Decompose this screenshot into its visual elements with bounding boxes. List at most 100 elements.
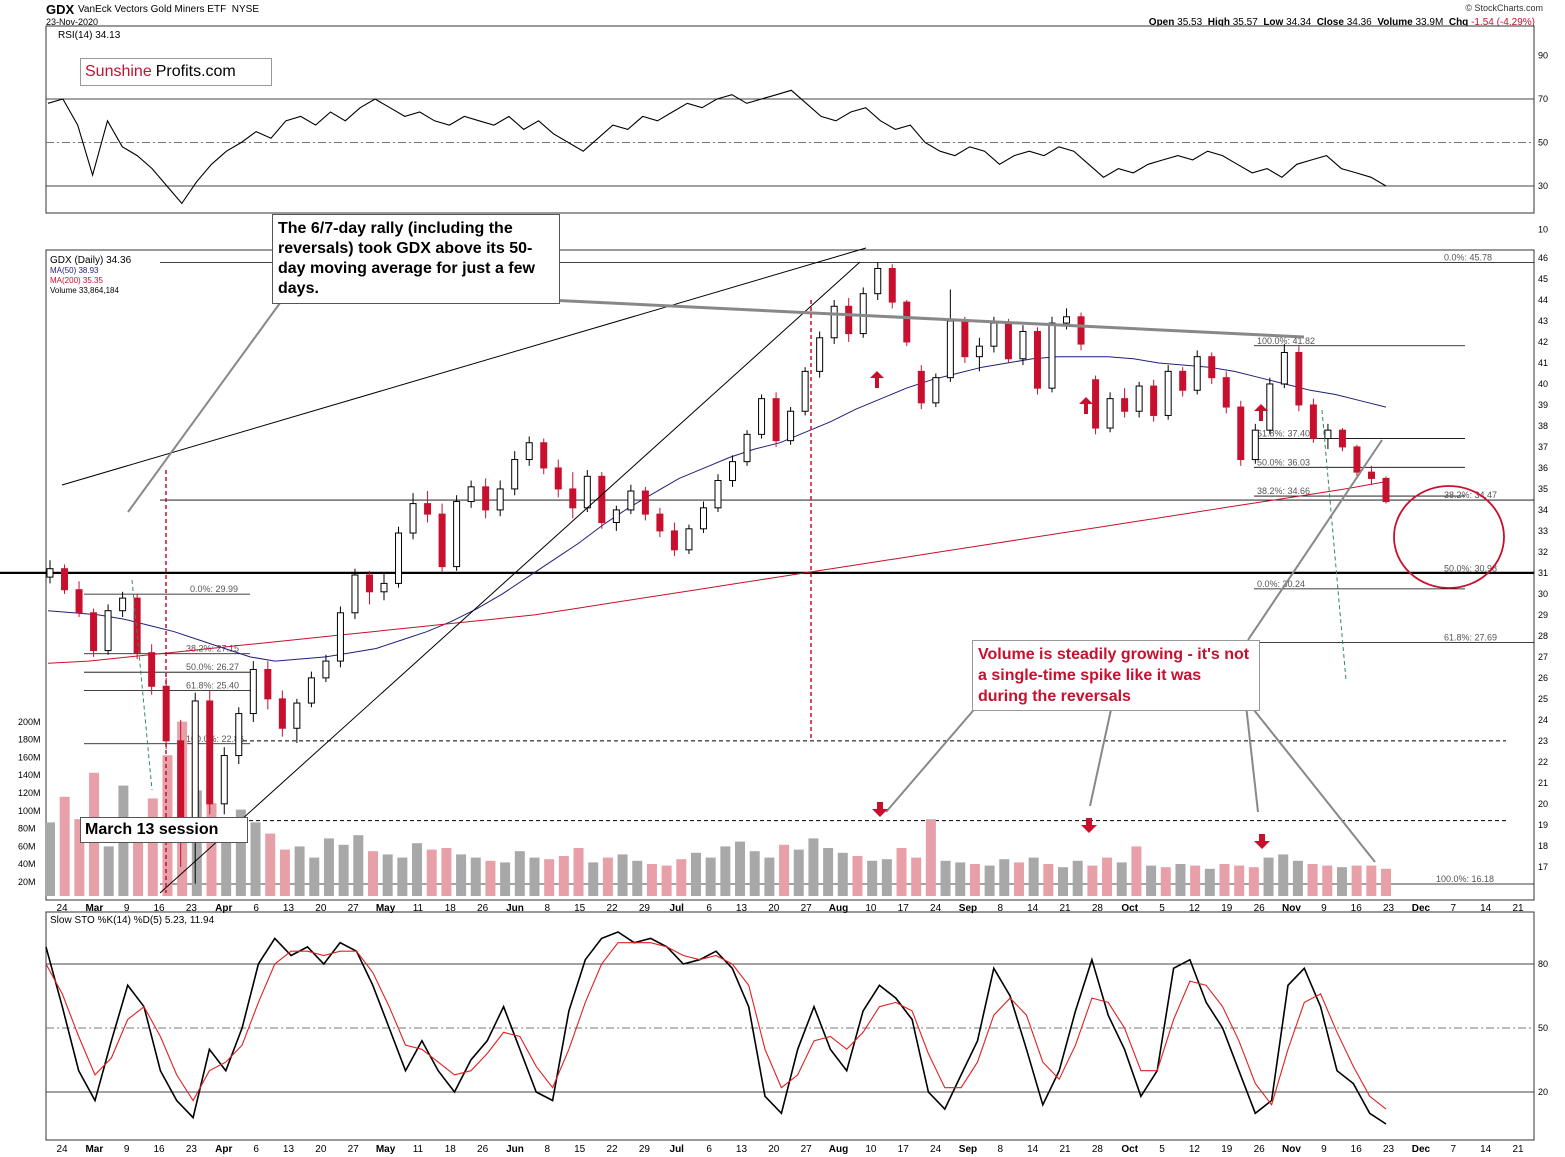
x-axis-tick: Jun xyxy=(506,903,524,914)
sto-x-axis-tick: 6 xyxy=(253,1144,259,1155)
candle-body xyxy=(90,612,98,652)
candle-body xyxy=(336,612,344,662)
annotation-pointer-line xyxy=(1247,439,1383,641)
volume-bar xyxy=(1263,857,1274,896)
volume-bar xyxy=(793,849,804,896)
volume-bar xyxy=(1278,854,1289,896)
volume-bar xyxy=(1366,865,1377,896)
sto-x-axis-tick: 24 xyxy=(56,1144,68,1155)
volume-bar xyxy=(353,835,364,896)
volume-bar xyxy=(514,851,525,896)
price-axis-tick: 35 xyxy=(1538,484,1548,494)
sto-k-line xyxy=(45,931,1387,1125)
annotation-pointer-line xyxy=(127,302,281,513)
candle-body xyxy=(888,267,896,303)
volume-bar xyxy=(808,838,819,896)
volume-bar xyxy=(1248,867,1259,896)
candle-body xyxy=(1004,322,1012,360)
candle-body xyxy=(627,490,635,511)
x-axis-tick: 19 xyxy=(1221,903,1233,914)
candle-body xyxy=(540,442,548,469)
ma200-line xyxy=(47,481,1387,664)
rally-annotation: The 6/7-day rally (including the reversa… xyxy=(272,214,560,304)
sto-x-axis-tick: 20 xyxy=(315,1144,327,1155)
x-axis-tick: 5 xyxy=(1159,903,1165,914)
volume-bar xyxy=(1102,857,1113,896)
volume-axis-tick: 180M xyxy=(18,735,41,745)
price-axis-tick: 44 xyxy=(1538,295,1548,305)
fib-level-label: 100.0%: 22.86 xyxy=(186,734,244,744)
candle-body xyxy=(220,755,228,805)
x-axis-tick: 6 xyxy=(253,903,259,914)
volume-bar xyxy=(1116,862,1127,896)
candle-body xyxy=(641,490,649,515)
sto-x-axis-tick: Jul xyxy=(670,1144,685,1155)
volume-bar xyxy=(896,848,907,896)
x-axis-tick: 9 xyxy=(1321,903,1327,914)
volume-axis-tick: 160M xyxy=(18,752,41,762)
x-axis-tick: 16 xyxy=(1351,903,1363,914)
volume-bar xyxy=(323,838,334,896)
candle-body xyxy=(1048,322,1056,389)
volume-axis-tick: 120M xyxy=(18,788,41,798)
target-zone-circle xyxy=(1393,485,1505,589)
candle-body xyxy=(801,370,809,412)
candle-body xyxy=(1280,351,1288,385)
fib-level-label: 50.0%: 30.98 xyxy=(1444,563,1497,573)
volume-bar xyxy=(412,843,423,896)
rsi-axis-tick: 30 xyxy=(1538,181,1548,191)
candle-body xyxy=(75,589,83,614)
sto-x-axis-tick: 12 xyxy=(1189,1144,1201,1155)
price-axis-tick: 46 xyxy=(1538,253,1548,263)
candle-body xyxy=(1324,429,1332,440)
sto-x-axis-tick: 27 xyxy=(801,1144,813,1155)
x-axis-tick: 11 xyxy=(413,903,424,914)
volume-bar xyxy=(999,859,1010,896)
annotation-pointer-line xyxy=(1245,704,1259,813)
x-axis-tick: 28 xyxy=(1092,903,1104,914)
candle-body xyxy=(322,660,330,679)
volume-bar xyxy=(1381,868,1391,896)
volume-axis-tick: 100M xyxy=(18,806,41,816)
rsi-axis-tick: 90 xyxy=(1538,51,1548,61)
price-axis-tick: 29 xyxy=(1538,610,1548,620)
candle-body xyxy=(424,503,432,515)
volume-bar xyxy=(1322,865,1333,896)
x-axis-tick: Apr xyxy=(215,903,232,914)
annotation-pointer-line xyxy=(1249,704,1376,863)
candle-body xyxy=(1338,429,1346,448)
x-axis-tick: 21 xyxy=(1059,903,1071,914)
sto-title: Slow STO %K(14) %D(5) 5.23, 11.94 xyxy=(50,915,215,926)
sto-axis-tick: 80 xyxy=(1538,959,1548,969)
candle-body xyxy=(293,702,301,729)
rsi-panel-frame xyxy=(45,25,1535,214)
volume-bar xyxy=(74,819,85,896)
candle-body xyxy=(743,433,751,463)
candle-body xyxy=(946,320,954,379)
sto-x-axis-tick: Apr xyxy=(215,1144,232,1155)
price-axis-tick: 38 xyxy=(1538,421,1548,431)
price-axis-tick: 41 xyxy=(1538,358,1548,368)
candle-body xyxy=(990,322,998,347)
rsi-axis-tick: 10 xyxy=(1538,225,1548,235)
candle-body xyxy=(249,668,257,715)
exchange-label: NYSE xyxy=(231,4,259,15)
candle-body xyxy=(1222,377,1230,408)
volume-bar xyxy=(837,852,848,896)
volume-bar xyxy=(925,819,936,896)
volume-axis-tick: 80M xyxy=(18,824,36,834)
price-legend-entry: Volume 33,864,184 xyxy=(50,286,119,295)
up-arrow-marker xyxy=(1254,404,1268,421)
volume-bar xyxy=(397,857,408,896)
sto-x-axis-tick: 24 xyxy=(930,1144,942,1155)
x-axis-tick: 24 xyxy=(56,903,68,914)
volume-bar xyxy=(485,860,496,896)
sto-x-axis-tick: 22 xyxy=(606,1144,618,1155)
candle-body xyxy=(409,503,417,534)
x-axis-tick: 17 xyxy=(898,903,910,914)
volume-bar xyxy=(1160,867,1171,896)
price-axis-tick: 33 xyxy=(1538,526,1548,536)
low-value: 34.34 xyxy=(1286,17,1312,28)
symbol-label: GDX xyxy=(46,2,75,17)
volume-bar xyxy=(1190,865,1201,896)
